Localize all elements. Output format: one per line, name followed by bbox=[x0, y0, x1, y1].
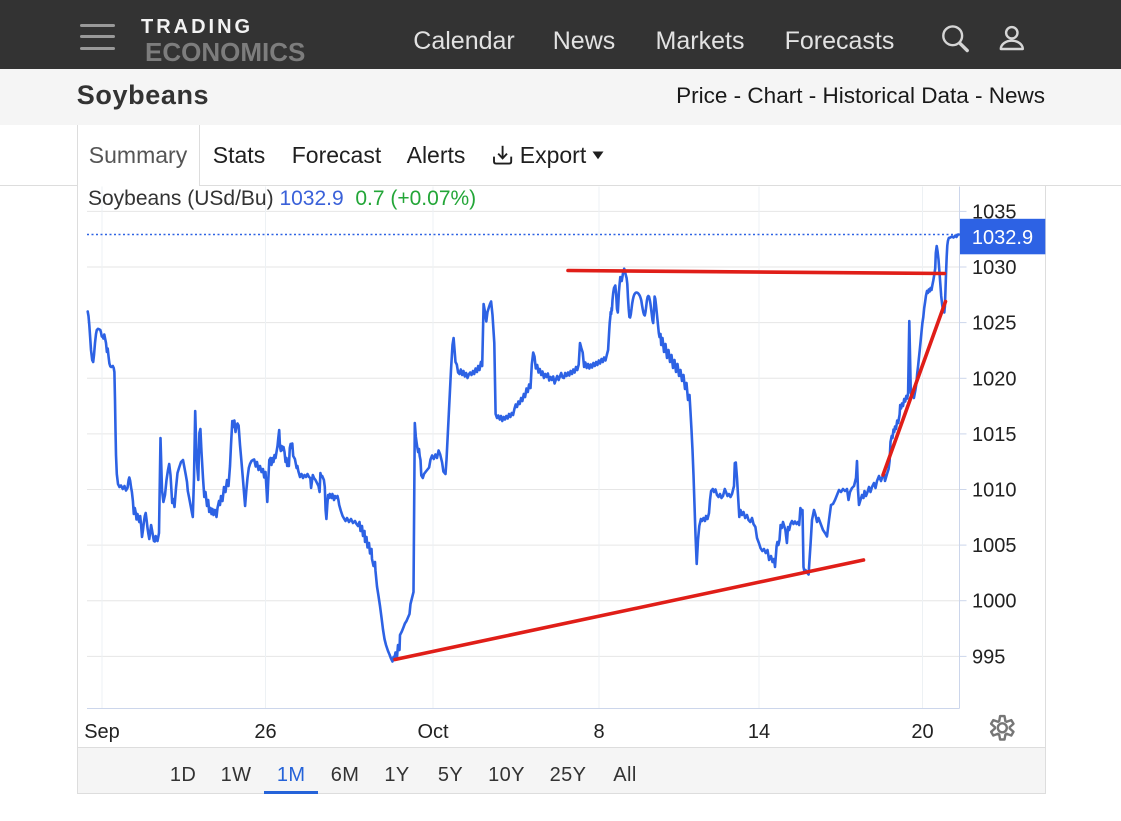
svg-text:Sep: Sep bbox=[84, 721, 120, 743]
svg-text:1035: 1035 bbox=[972, 201, 1017, 223]
svg-text:1025: 1025 bbox=[972, 313, 1017, 335]
svg-text:14: 14 bbox=[748, 721, 770, 743]
svg-text:995: 995 bbox=[972, 646, 1005, 668]
svg-text:Oct: Oct bbox=[417, 721, 449, 743]
svg-text:1030: 1030 bbox=[972, 257, 1017, 279]
svg-text:1005: 1005 bbox=[972, 535, 1017, 557]
svg-text:1000: 1000 bbox=[972, 591, 1017, 613]
svg-text:26: 26 bbox=[254, 721, 276, 743]
svg-text:1020: 1020 bbox=[972, 368, 1017, 390]
svg-text:8: 8 bbox=[593, 721, 604, 743]
svg-text:20: 20 bbox=[911, 721, 933, 743]
svg-text:1032.9: 1032.9 bbox=[972, 227, 1033, 249]
svg-text:1010: 1010 bbox=[972, 480, 1017, 502]
svg-text:1015: 1015 bbox=[972, 424, 1017, 446]
